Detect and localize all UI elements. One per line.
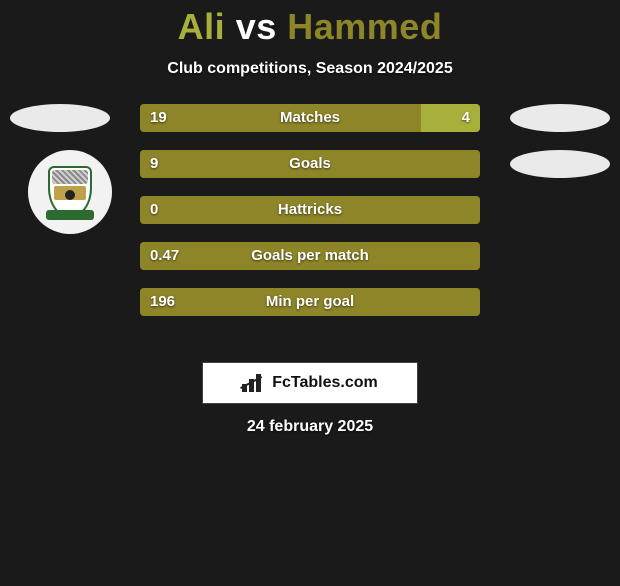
stat-row: 0.47Goals per match xyxy=(140,242,480,270)
stat-fill-right xyxy=(421,104,480,132)
shield-icon xyxy=(48,166,92,218)
stat-row: 196Min per goal xyxy=(140,288,480,316)
title-vs: vs xyxy=(236,6,277,47)
brand-box: FcTables.com xyxy=(202,362,418,404)
brand-text: FcTables.com xyxy=(272,374,378,392)
stat-row: 194Matches xyxy=(140,104,480,132)
stat-bars: 194Matches 9Goals 0Hattricks 0.47Goals per … xyxy=(140,104,480,334)
stat-fill-left xyxy=(140,288,480,316)
player1-club-badge xyxy=(28,150,112,234)
stat-fill-left xyxy=(140,150,480,178)
bar-chart-icon xyxy=(242,374,266,392)
stat-row: 9Goals xyxy=(140,150,480,178)
player1-marker xyxy=(10,104,110,132)
comparison-area: 194Matches 9Goals 0Hattricks 0.47Goals per … xyxy=(0,104,620,354)
stat-row: 0Hattricks xyxy=(140,196,480,224)
subtitle: Club competitions, Season 2024/2025 xyxy=(0,60,620,78)
title-player2: Hammed xyxy=(287,6,442,47)
player2-marker-1 xyxy=(510,104,610,132)
date-line: 24 february 2025 xyxy=(0,418,620,436)
stat-fill-left xyxy=(140,242,480,270)
page-title: Ali vs Hammed xyxy=(0,6,620,48)
stat-fill-left xyxy=(140,196,480,224)
title-player1: Ali xyxy=(178,6,226,47)
player2-marker-2 xyxy=(510,150,610,178)
stat-fill-left xyxy=(140,104,421,132)
